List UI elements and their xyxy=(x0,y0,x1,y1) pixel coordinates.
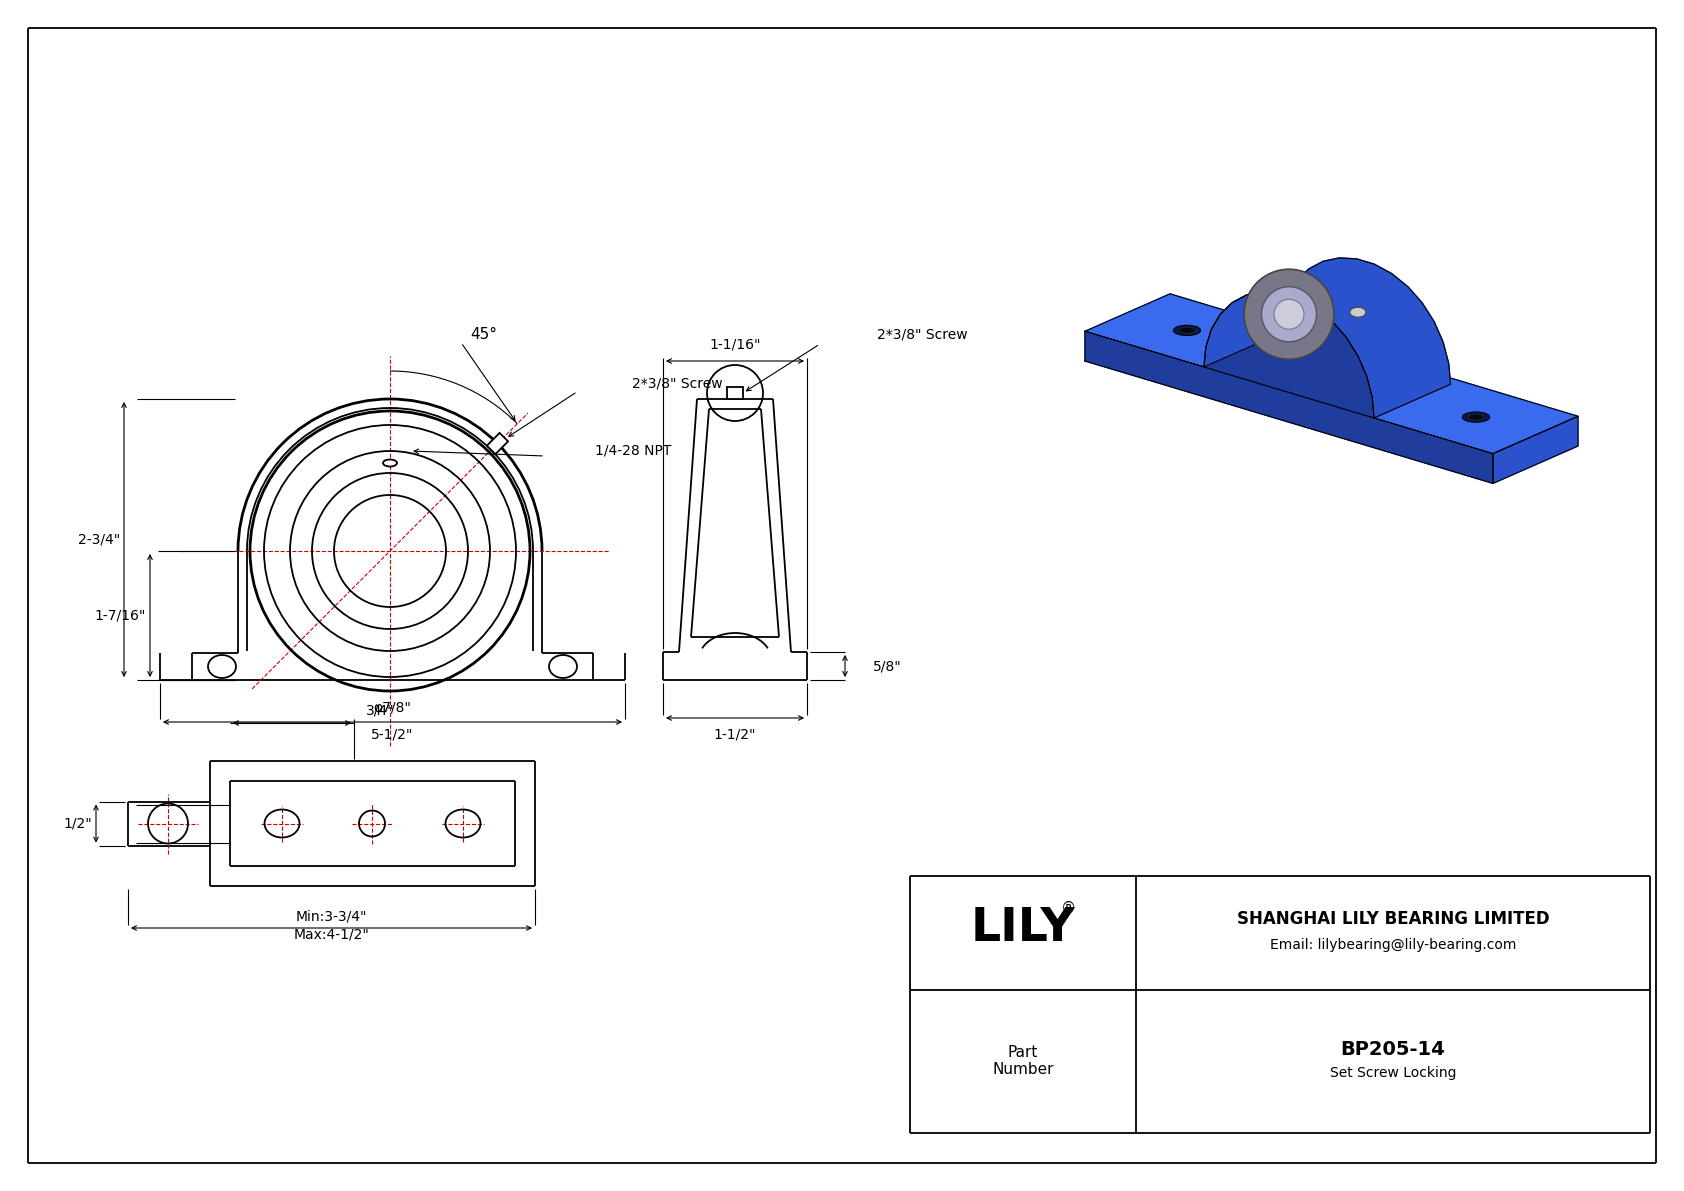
Ellipse shape xyxy=(382,460,397,467)
Ellipse shape xyxy=(1351,307,1366,317)
Ellipse shape xyxy=(1261,287,1317,342)
Text: 1/4-28 NPT: 1/4-28 NPT xyxy=(594,443,672,457)
Polygon shape xyxy=(1204,258,1450,418)
Text: LILY: LILY xyxy=(970,906,1074,952)
Text: 2*3/8" Screw: 2*3/8" Screw xyxy=(633,376,722,391)
Text: ®: ® xyxy=(1061,902,1076,916)
Text: 5/8": 5/8" xyxy=(872,659,901,673)
Ellipse shape xyxy=(1468,414,1484,420)
Text: 1-7/16": 1-7/16" xyxy=(94,609,147,623)
Polygon shape xyxy=(1494,416,1578,484)
Text: Max:4-1/2": Max:4-1/2" xyxy=(293,927,369,941)
Text: Part
Number: Part Number xyxy=(992,1045,1054,1078)
Ellipse shape xyxy=(1275,299,1303,329)
Text: Min:3-3/4": Min:3-3/4" xyxy=(296,909,367,923)
Text: 1-1/2": 1-1/2" xyxy=(714,728,756,742)
Polygon shape xyxy=(1084,294,1578,454)
Polygon shape xyxy=(1084,331,1494,484)
Text: SHANGHAI LILY BEARING LIMITED: SHANGHAI LILY BEARING LIMITED xyxy=(1236,910,1549,928)
Text: BP205-14: BP205-14 xyxy=(1340,1040,1445,1059)
Text: 1/2": 1/2" xyxy=(64,817,93,830)
Text: 45°: 45° xyxy=(470,326,497,342)
Text: 5-1/2": 5-1/2" xyxy=(370,727,414,741)
Text: Email: lilybearing@lily-bearing.com: Email: lilybearing@lily-bearing.com xyxy=(1270,937,1516,952)
Ellipse shape xyxy=(1174,325,1201,336)
Ellipse shape xyxy=(1179,328,1194,333)
Text: φ7/8": φ7/8" xyxy=(374,701,411,715)
Text: 1-1/16": 1-1/16" xyxy=(709,337,761,351)
Text: 2-3/4": 2-3/4" xyxy=(77,532,120,547)
FancyBboxPatch shape xyxy=(727,387,743,399)
Polygon shape xyxy=(1204,292,1374,418)
Text: Set Screw Locking: Set Screw Locking xyxy=(1330,1066,1457,1080)
Ellipse shape xyxy=(1462,412,1490,422)
Text: 2*3/8" Screw: 2*3/8" Screw xyxy=(877,328,968,341)
Text: 3/4": 3/4" xyxy=(365,704,394,718)
Ellipse shape xyxy=(1244,269,1334,360)
Polygon shape xyxy=(1280,258,1450,385)
Polygon shape xyxy=(487,432,509,454)
